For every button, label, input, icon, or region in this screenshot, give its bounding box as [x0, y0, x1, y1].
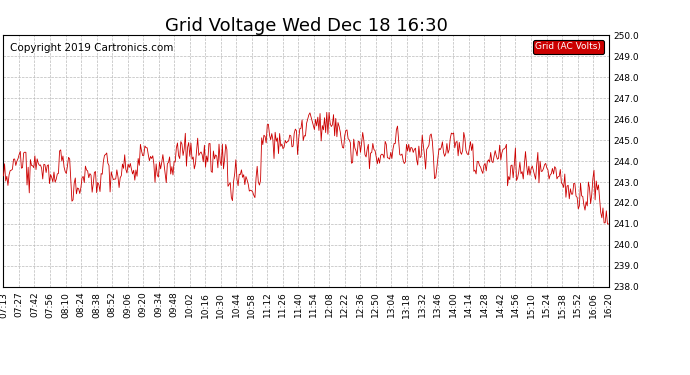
Legend: Grid (AC Volts): Grid (AC Volts): [533, 40, 604, 54]
Title: Grid Voltage Wed Dec 18 16:30: Grid Voltage Wed Dec 18 16:30: [165, 17, 447, 35]
Text: Copyright 2019 Cartronics.com: Copyright 2019 Cartronics.com: [10, 43, 173, 53]
